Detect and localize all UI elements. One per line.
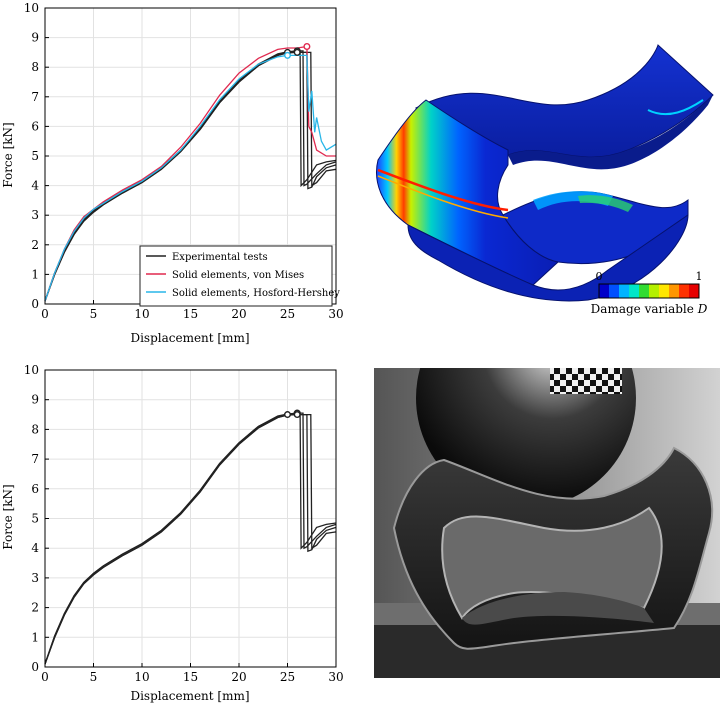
peak-marker-4 xyxy=(303,42,311,50)
x-tick-label-0: 0 xyxy=(41,307,49,321)
x-tick-label-0: 0 xyxy=(41,670,49,684)
y-tick-label-6: 6 xyxy=(31,119,39,133)
top-chart-xlabel: Displacement [mm] xyxy=(130,331,249,345)
y-tick-label-1: 1 xyxy=(31,267,39,281)
fem-damage-contour-image: 0 1 Damage variable D xyxy=(358,0,722,350)
y-tick-label-2: 2 xyxy=(31,601,39,615)
legend-box xyxy=(139,245,333,307)
colorbar-swatches xyxy=(599,284,700,298)
colorbar-swatch-9 xyxy=(689,284,700,298)
colorbar-swatch-6 xyxy=(659,284,670,298)
bottom-chart-axes: 0 5 10 15 20 25 30 0 1 2 3 4 5 6 7 8 9 10 xyxy=(24,363,344,684)
experimental-test-photo xyxy=(374,288,720,678)
colorbar-swatch-5 xyxy=(649,284,660,298)
x-tick-label-3: 15 xyxy=(183,670,198,684)
top-chart-legend: Experimental tests Solid elements, von Mi… xyxy=(139,245,340,307)
y-tick-label-6: 6 xyxy=(31,482,39,496)
colorbar-swatch-1 xyxy=(609,284,620,298)
y-tick-label-4: 4 xyxy=(31,541,39,555)
peak-marker-5 xyxy=(284,51,292,59)
x-tick-label-4: 20 xyxy=(231,670,246,684)
legend-label-1: Solid elements, von Mises xyxy=(172,270,304,281)
y-tick-label-0: 0 xyxy=(31,297,39,311)
top-chart-ylabel: Force [kN] xyxy=(1,122,15,187)
y-tick-label-3: 3 xyxy=(31,571,39,585)
colorbar-max-label: 1 xyxy=(696,270,703,283)
top-force-displacement-chart: 0 5 10 15 20 25 30 0 1 2 3 4 5 6 7 8 9 10 Experimental te… xyxy=(0,0,350,350)
colorbar-swatch-3 xyxy=(629,284,640,298)
colorbar-swatch-4 xyxy=(639,284,650,298)
top-chart-markers xyxy=(284,42,311,59)
y-tick-label-9: 9 xyxy=(31,393,39,407)
bottom-chart-svg: 0 5 10 15 20 25 30 0 1 2 3 4 5 6 7 8 9 10 Displacement [m… xyxy=(1,363,344,703)
series-line-3 xyxy=(44,413,337,665)
photo-svg xyxy=(374,288,720,678)
bottom-force-displacement-chart: 0 5 10 15 20 25 30 0 1 2 3 4 5 6 7 8 9 10 Displacement [m… xyxy=(0,362,350,709)
y-tick-label-8: 8 xyxy=(31,422,39,436)
colorbar-frame xyxy=(598,283,700,299)
y-tick-label-5: 5 xyxy=(31,512,39,526)
fem-tube-shape xyxy=(376,44,714,302)
y-tick-label-8: 8 xyxy=(31,60,39,74)
colorbar-min-label: 0 xyxy=(596,270,603,283)
top-chart-axes: 0 5 10 15 20 25 30 0 1 2 3 4 5 6 7 8 9 10 xyxy=(24,1,344,321)
fem-svg: 0 1 Damage variable D xyxy=(376,44,714,316)
colorbar-swatch-7 xyxy=(669,284,680,298)
x-tick-label-1: 5 xyxy=(90,307,98,321)
y-tick-label-5: 5 xyxy=(31,149,39,163)
x-tick-label-2: 10 xyxy=(134,307,149,321)
y-tick-label-0: 0 xyxy=(31,660,39,674)
y-tick-label-1: 1 xyxy=(31,630,39,644)
series-line-2 xyxy=(44,413,337,665)
x-tick-label-3: 15 xyxy=(183,307,198,321)
x-tick-label-6: 30 xyxy=(328,307,343,321)
bottom-chart-markers xyxy=(284,409,301,419)
y-tick-label-3: 3 xyxy=(31,208,39,222)
top-chart-series xyxy=(44,45,337,302)
x-tick-label-5: 25 xyxy=(280,307,295,321)
legend-label-0: Experimental tests xyxy=(172,252,268,263)
y-tick-label-10: 10 xyxy=(24,363,39,377)
series-line-4 xyxy=(44,45,336,302)
y-tick-label-7: 7 xyxy=(31,452,39,466)
series-line-5 xyxy=(44,54,337,302)
bottom-chart-series xyxy=(44,412,337,665)
y-tick-label-10: 10 xyxy=(24,1,39,15)
checker-target xyxy=(550,368,622,394)
series-line-2 xyxy=(44,51,337,302)
colorbar-title: Damage variable D xyxy=(591,302,708,316)
y-tick-label-4: 4 xyxy=(31,179,39,193)
colorbar-symbol: D xyxy=(697,302,708,316)
x-tick-label-2: 10 xyxy=(134,670,149,684)
tube-bottom-inner xyxy=(462,592,654,625)
x-tick-label-1: 5 xyxy=(90,670,98,684)
colorbar-swatch-8 xyxy=(679,284,690,298)
y-tick-label-2: 2 xyxy=(31,238,39,252)
bottom-chart-xlabel: Displacement [mm] xyxy=(130,689,249,703)
peak-marker-2 xyxy=(293,411,301,419)
top-chart-svg: 0 5 10 15 20 25 30 0 1 2 3 4 5 6 7 8 9 10 Experimental te… xyxy=(1,1,344,345)
peak-marker-2 xyxy=(293,48,301,56)
colorbar-label: Damage variable xyxy=(591,302,694,316)
colorbar-swatch-0 xyxy=(599,284,610,298)
peak-marker-3 xyxy=(284,411,292,419)
legend-label-2: Solid elements, Hosford-Hershey xyxy=(172,288,340,299)
x-tick-label-5: 25 xyxy=(280,670,295,684)
damage-colorbar: 0 1 Damage variable D xyxy=(591,270,708,316)
x-tick-label-6: 30 xyxy=(328,670,343,684)
tube-inner-opening xyxy=(441,506,663,620)
colorbar-swatch-2 xyxy=(619,284,630,298)
y-tick-label-9: 9 xyxy=(31,31,39,45)
y-tick-label-7: 7 xyxy=(31,90,39,104)
x-tick-label-4: 20 xyxy=(231,307,246,321)
bottom-chart-ylabel: Force [kN] xyxy=(1,484,15,549)
